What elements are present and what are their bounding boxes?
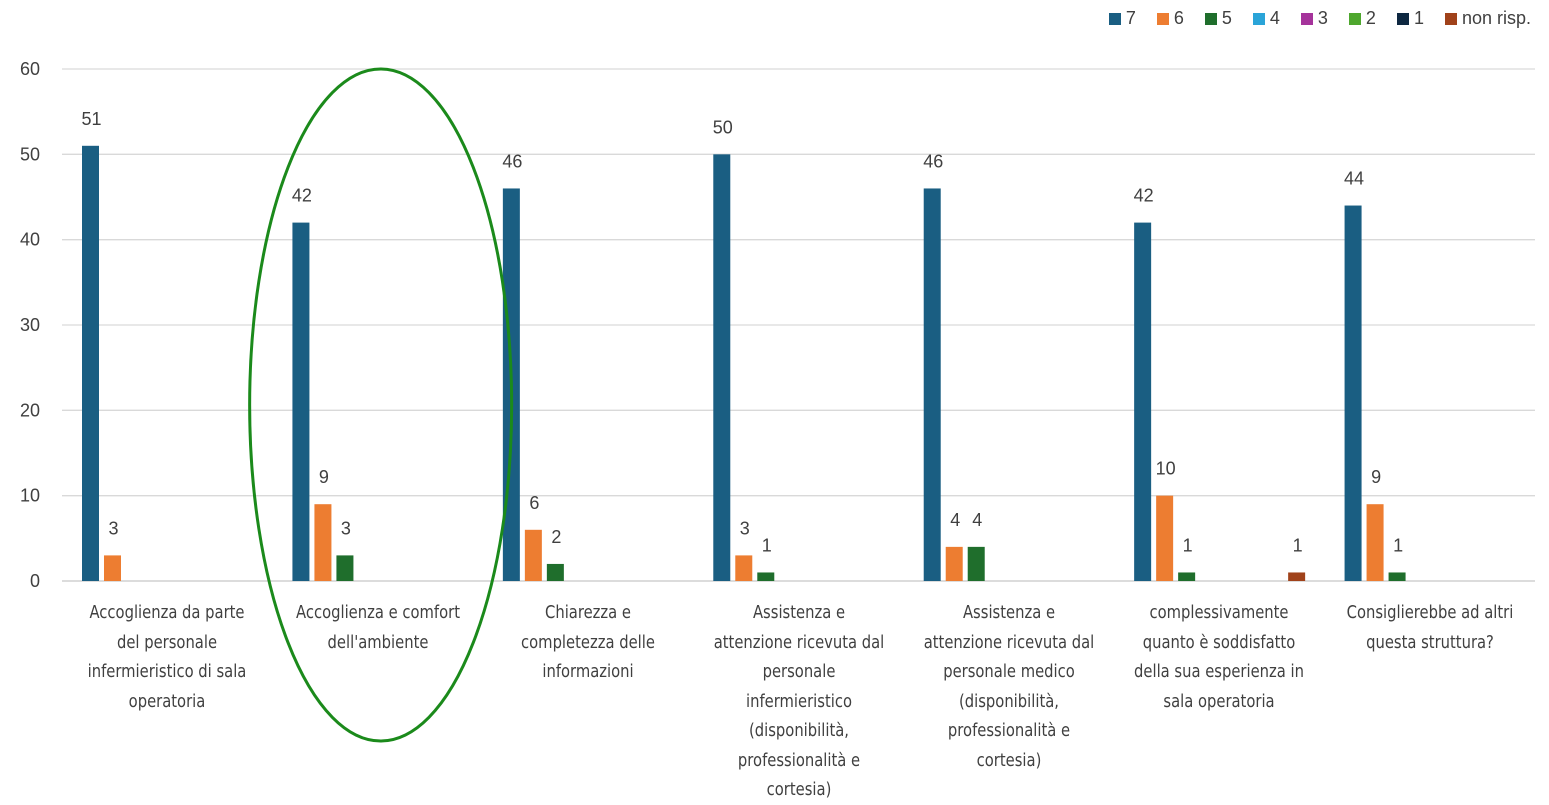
y-tick-label: 60 — [20, 59, 40, 79]
legend-swatch — [1300, 12, 1313, 25]
x-tick-label: Chiarezza e completezza delle informazio… — [521, 602, 656, 682]
legend-item: 2 — [1348, 8, 1376, 29]
legend-swatch — [1396, 12, 1409, 25]
bar — [1134, 222, 1152, 581]
data-label: 9 — [1371, 467, 1381, 487]
x-tick-label: Accoglienza e comfort dell'ambiente — [295, 602, 460, 653]
bar — [546, 563, 564, 581]
bar — [524, 529, 542, 581]
legend-label: 5 — [1221, 8, 1232, 28]
data-label: 1 — [762, 535, 772, 555]
bar — [336, 555, 354, 581]
y-tick-label: 10 — [20, 486, 40, 506]
legend-item: 5 — [1204, 8, 1232, 29]
y-tick-label: 30 — [20, 315, 40, 335]
bar — [1178, 572, 1196, 581]
data-label: 6 — [529, 493, 539, 513]
legend-item: 7 — [1108, 8, 1136, 29]
data-label: 46 — [502, 151, 522, 171]
legend-label: 7 — [1125, 8, 1136, 28]
data-label: 9 — [319, 467, 329, 487]
bar — [923, 188, 941, 581]
bar — [82, 145, 99, 582]
y-tick-label: 0 — [30, 571, 40, 591]
legend-swatch — [1444, 12, 1457, 25]
legend-item: 6 — [1156, 8, 1184, 29]
legend-swatch — [1348, 12, 1361, 25]
data-label: 1 — [1393, 535, 1403, 555]
y-tick-label: 50 — [20, 144, 40, 164]
data-label: 4 — [950, 510, 960, 530]
bar — [735, 555, 753, 581]
legend-item: 1 — [1396, 8, 1424, 29]
x-tick-label: Assistenza e attenzione ricevuta dal per… — [713, 602, 884, 800]
bar — [1156, 495, 1174, 581]
legend: 7 6 5 4 3 2 1 non risp. — [1108, 8, 1531, 29]
data-label: 1 — [1293, 535, 1303, 555]
data-label: 50 — [713, 117, 733, 137]
legend-label: 6 — [1173, 8, 1184, 28]
y-tick-label: 20 — [20, 400, 40, 420]
x-tick-label: Accoglienza da parte del personale infer… — [87, 602, 247, 712]
x-tick-label: Consiglierebbe ad altri questa struttura… — [1346, 602, 1514, 653]
data-label: 42 — [1134, 186, 1154, 206]
bar — [967, 546, 985, 581]
legend-item: 4 — [1252, 8, 1280, 29]
data-label: 10 — [1156, 459, 1176, 479]
data-label: 4 — [972, 510, 982, 530]
x-tick-label: Assistenza e attenzione ricevuta dal per… — [923, 602, 1095, 771]
bar — [1388, 572, 1406, 581]
highlight-ellipse — [248, 67, 514, 743]
legend-item: 3 — [1300, 8, 1328, 29]
x-tick-label: complessivamente quanto è soddisfatto de… — [1134, 602, 1305, 712]
y-tick-label: 40 — [20, 230, 40, 250]
data-label: 2 — [551, 527, 561, 547]
data-label: 3 — [740, 518, 750, 538]
legend-swatch — [1108, 12, 1121, 25]
legend-label: 3 — [1317, 8, 1328, 28]
data-label: 51 — [81, 109, 101, 129]
data-label: 1 — [1183, 535, 1193, 555]
bar — [1366, 504, 1384, 581]
legend-item: non risp. — [1444, 8, 1531, 29]
data-label: 44 — [1344, 169, 1364, 189]
legend-label: 2 — [1365, 8, 1376, 28]
data-label: 3 — [341, 518, 351, 538]
bar — [1344, 205, 1362, 582]
data-label: 46 — [923, 151, 943, 171]
bar — [1288, 572, 1306, 581]
legend-label: 4 — [1269, 8, 1280, 28]
bar — [314, 504, 332, 581]
legend-swatch — [1252, 12, 1265, 25]
legend-swatch — [1204, 12, 1217, 25]
bar — [104, 555, 121, 581]
bar — [292, 222, 310, 581]
legend-label: 1 — [1413, 8, 1424, 28]
bar — [713, 154, 731, 582]
bar — [945, 546, 963, 581]
data-label: 3 — [108, 518, 118, 538]
bar — [757, 572, 775, 581]
data-label: 42 — [292, 186, 312, 206]
legend-swatch — [1156, 12, 1169, 25]
legend-label: non risp. — [1461, 8, 1531, 28]
